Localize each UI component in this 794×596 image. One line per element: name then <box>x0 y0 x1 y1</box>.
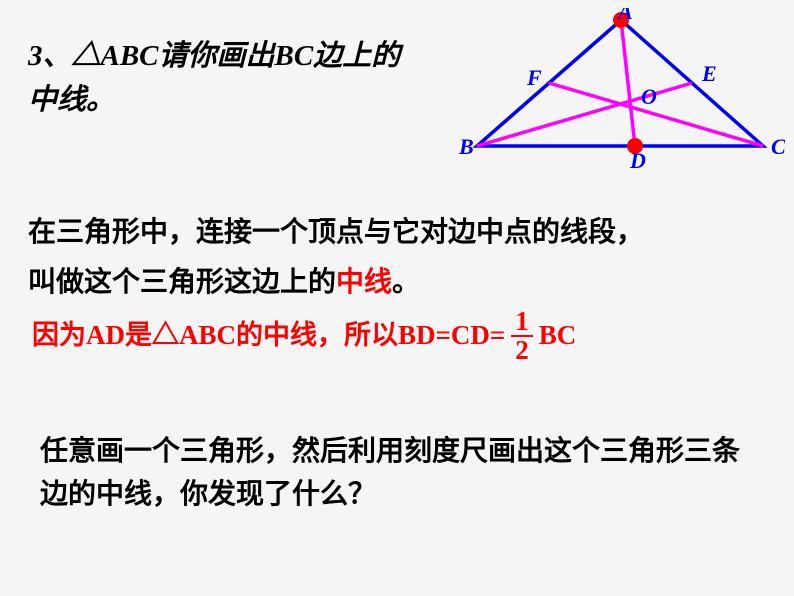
definition-line1: 在三角形中，连接一个顶点与它对边中点的线段， <box>28 208 768 258</box>
svg-text:O: O <box>641 84 657 109</box>
svg-text:D: D <box>629 148 646 173</box>
title-line1: 3、△ABC请你画出BC边上的 <box>28 40 400 72</box>
svg-text:E: E <box>701 61 717 86</box>
triangle-diagram: A B C D E F O <box>455 8 785 188</box>
fraction-half: 1 2 <box>511 308 533 364</box>
median-equation: 因为AD是△ABC的中线，所以BD=CD= 1 2 BC <box>32 308 576 364</box>
exercise-prompt: 任意画一个三角形，然后利用刻度尺画出这个三角形三条边的中线，你发现了什么？ <box>40 430 760 517</box>
svg-text:B: B <box>458 134 474 159</box>
svg-text:C: C <box>771 134 785 159</box>
keyword-median: 中线 <box>336 267 392 298</box>
problem-title: 3、△ABC请你画出BC边上的 中线。 <box>28 35 448 122</box>
title-line2: 中线。 <box>28 84 115 116</box>
definition-line2: 叫做这个三角形这边上的中线。 <box>28 258 768 308</box>
svg-text:F: F <box>526 65 542 90</box>
svg-text:A: A <box>616 8 633 24</box>
